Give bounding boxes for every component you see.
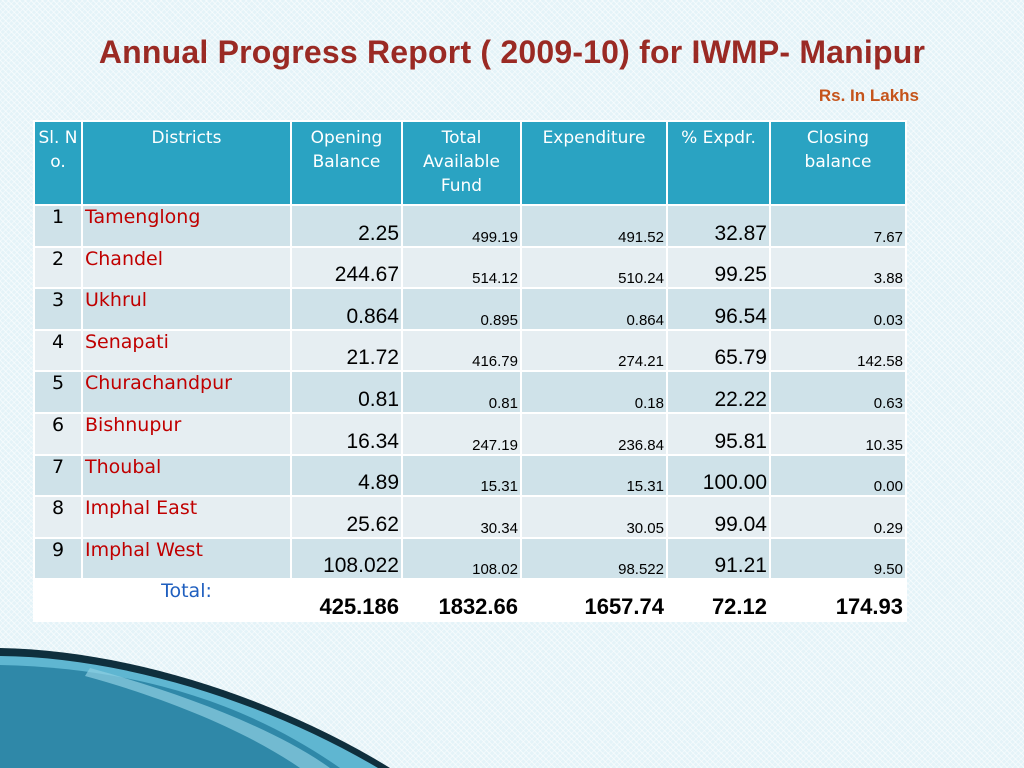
cell-district: Ukhrul xyxy=(81,287,292,331)
page-title: Annual Progress Report ( 2009-10) for IW… xyxy=(98,34,926,70)
cell-closing-balance: 0.00 xyxy=(769,453,907,498)
cell-sl-no: 3 xyxy=(33,287,83,331)
cell-total-available-fund: 247.19 xyxy=(401,411,522,456)
total-label: Total: xyxy=(81,578,292,622)
cell-expenditure: 98.522 xyxy=(520,536,668,581)
cell-expenditure: 510.24 xyxy=(520,245,668,290)
cell-opening-balance: 4.89 xyxy=(290,453,403,498)
cell-closing-balance: 9.50 xyxy=(769,536,907,581)
cell-district: Thoubal xyxy=(81,453,292,498)
cell-closing-balance: 0.63 xyxy=(769,370,907,414)
cell-total-available-fund: 514.12 xyxy=(401,245,522,290)
header-sl-no: Sl. N o. xyxy=(33,120,83,206)
cell-sl-no: 8 xyxy=(33,495,83,539)
cell-total-available-fund: 416.79 xyxy=(401,328,522,373)
cell-expenditure: 274.21 xyxy=(520,328,668,373)
cell-sl-no: 9 xyxy=(33,536,83,581)
cell-closing-balance: 3.88 xyxy=(769,245,907,290)
cell-sl-no: 1 xyxy=(33,204,83,248)
cell-expenditure: 30.05 xyxy=(520,495,668,539)
total-available-fund: 1832.66 xyxy=(401,578,522,622)
table-row: 2 Chandel 244.67 514.12 510.24 99.25 3.8… xyxy=(33,245,907,290)
cell-sl-no: 6 xyxy=(33,411,83,456)
cell-expenditure: 491.52 xyxy=(520,204,668,248)
cell-percent-expenditure: 99.04 xyxy=(666,495,771,539)
cell-expenditure: 15.31 xyxy=(520,453,668,498)
header-total-available-fund: Total Available Fund xyxy=(401,120,522,206)
cell-opening-balance: 0.81 xyxy=(290,370,403,414)
table-row: 7 Thoubal 4.89 15.31 15.31 100.00 0.00 xyxy=(33,453,907,498)
cell-sl-no-empty xyxy=(33,578,83,622)
unit-note: Rs. In Lakhs xyxy=(818,86,919,105)
table-row: 9 Imphal West 108.022 108.02 98.522 91.2… xyxy=(33,536,907,581)
table-row: 1 Tamenglong 2.25 499.19 491.52 32.87 7.… xyxy=(33,204,907,248)
table-row: 5 Churachandpur 0.81 0.81 0.18 22.22 0.6… xyxy=(33,370,907,414)
cell-percent-expenditure: 100.00 xyxy=(666,453,771,498)
total-expenditure: 1657.74 xyxy=(520,578,668,622)
cell-opening-balance: 25.62 xyxy=(290,495,403,539)
cell-district: Senapati xyxy=(81,328,292,373)
table-row: 8 Imphal East 25.62 30.34 30.05 99.04 0.… xyxy=(33,495,907,539)
cell-total-available-fund: 0.895 xyxy=(401,287,522,331)
cell-district: Bishnupur xyxy=(81,411,292,456)
cell-opening-balance: 0.864 xyxy=(290,287,403,331)
header-closing-balance: Closing balance xyxy=(769,120,907,206)
cell-closing-balance: 0.29 xyxy=(769,495,907,539)
header-percent-expenditure: % Expdr. xyxy=(666,120,771,206)
cell-expenditure: 0.18 xyxy=(520,370,668,414)
cell-percent-expenditure: 22.22 xyxy=(666,370,771,414)
table-header-row: Sl. N o. Districts Opening Balance Total… xyxy=(33,120,907,206)
cell-district: Tamenglong xyxy=(81,204,292,248)
cell-closing-balance: 7.67 xyxy=(769,204,907,248)
total-row: Total: 425.186 1832.66 1657.74 72.12 174… xyxy=(33,578,907,622)
header-expenditure: Expenditure xyxy=(520,120,668,206)
cell-opening-balance: 16.34 xyxy=(290,411,403,456)
cell-district: Imphal West xyxy=(81,536,292,581)
cell-district: Imphal East xyxy=(81,495,292,539)
cell-total-available-fund: 0.81 xyxy=(401,370,522,414)
header-opening-balance: Opening Balance xyxy=(290,120,403,206)
cell-sl-no: 4 xyxy=(33,328,83,373)
cell-percent-expenditure: 91.21 xyxy=(666,536,771,581)
cell-expenditure: 0.864 xyxy=(520,287,668,331)
cell-percent-expenditure: 32.87 xyxy=(666,204,771,248)
cell-district: Chandel xyxy=(81,245,292,290)
cell-expenditure: 236.84 xyxy=(520,411,668,456)
table-row: 6 Bishnupur 16.34 247.19 236.84 95.81 10… xyxy=(33,411,907,456)
total-opening-balance: 425.186 xyxy=(290,578,403,622)
table-row: 4 Senapati 21.72 416.79 274.21 65.79 142… xyxy=(33,328,907,373)
cell-opening-balance: 244.67 xyxy=(290,245,403,290)
cell-opening-balance: 21.72 xyxy=(290,328,403,373)
table-row: 3 Ukhrul 0.864 0.895 0.864 96.54 0.03 xyxy=(33,287,907,331)
progress-table: Sl. N o. Districts Opening Balance Total… xyxy=(33,120,907,622)
cell-total-available-fund: 30.34 xyxy=(401,495,522,539)
cell-total-available-fund: 499.19 xyxy=(401,204,522,248)
total-percent-expenditure: 72.12 xyxy=(666,578,771,622)
cell-closing-balance: 10.35 xyxy=(769,411,907,456)
cell-percent-expenditure: 99.25 xyxy=(666,245,771,290)
cell-sl-no: 5 xyxy=(33,370,83,414)
cell-total-available-fund: 108.02 xyxy=(401,536,522,581)
cell-opening-balance: 108.022 xyxy=(290,536,403,581)
cell-sl-no: 7 xyxy=(33,453,83,498)
cell-total-available-fund: 15.31 xyxy=(401,453,522,498)
cell-sl-no: 2 xyxy=(33,245,83,290)
header-districts: Districts xyxy=(81,120,292,206)
cell-closing-balance: 0.03 xyxy=(769,287,907,331)
cell-percent-expenditure: 65.79 xyxy=(666,328,771,373)
cell-opening-balance: 2.25 xyxy=(290,204,403,248)
cell-district: Churachandpur xyxy=(81,370,292,414)
cell-percent-expenditure: 95.81 xyxy=(666,411,771,456)
cell-closing-balance: 142.58 xyxy=(769,328,907,373)
total-closing-balance: 174.93 xyxy=(769,578,907,622)
cell-percent-expenditure: 96.54 xyxy=(666,287,771,331)
